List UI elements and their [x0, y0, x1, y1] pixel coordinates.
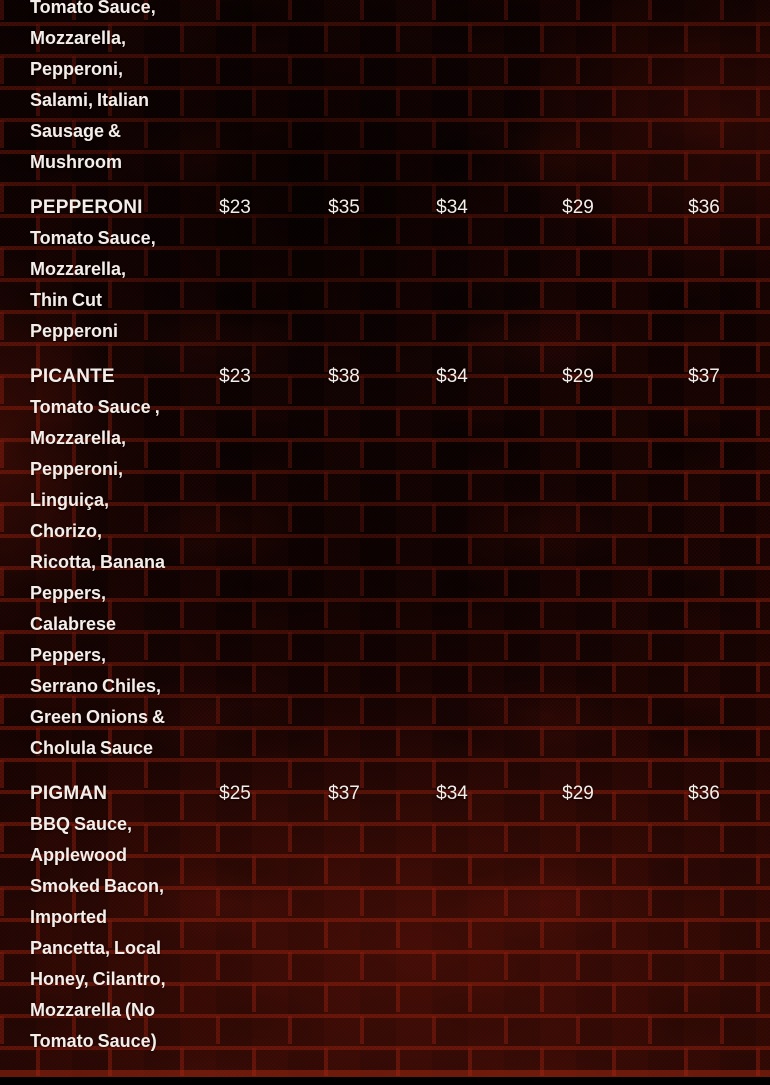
item-description-line: Imported — [30, 907, 108, 927]
item-price: $34 — [436, 783, 468, 804]
item-price: $25 — [219, 783, 251, 804]
menu-item-row-pepperoni: PEPPERONI Tomato Sauce, Mozzarella, Thin… — [30, 192, 748, 347]
item-price: $34 — [436, 197, 468, 218]
item-price: $38 — [328, 366, 360, 387]
item-description-line: Smoked Bacon, — [30, 876, 165, 896]
item-description-line: Peppers, — [30, 645, 107, 665]
item-description-line: Mozzarella (No — [30, 1000, 156, 1020]
menu-item-row-picante: PICANTE Tomato Sauce , Mozzarella, Peppe… — [30, 361, 748, 764]
item-description-line: Tomato Sauce , — [30, 397, 160, 417]
item-description-line: Tomato Sauce, — [30, 228, 156, 248]
item-description-line: Thin Cut — [30, 290, 102, 310]
item-price: $29 — [562, 197, 594, 218]
item-description-line: Applewood — [30, 845, 127, 865]
item-description-line: Chorizo, — [30, 521, 102, 541]
item-price: $35 — [328, 197, 360, 218]
item-description-line: Pepperoni, — [30, 59, 124, 79]
item-description-line: Linguiça, — [30, 490, 110, 510]
item-price: $37 — [328, 783, 360, 804]
item-description-line: Ricotta, Banana — [30, 552, 166, 572]
item-price: $34 — [436, 366, 468, 387]
item-price: $23 — [219, 197, 251, 218]
item-name: PICANTE — [30, 366, 115, 387]
item-description-line: Cholula Sauce — [30, 738, 154, 758]
item-description-line: BBQ Sauce, — [30, 814, 133, 834]
item-description-line: Peppers, — [30, 583, 107, 603]
item-price: $29 — [562, 366, 594, 387]
item-name: PEPPERONI — [30, 197, 143, 218]
item-description-line: Pancetta, Local — [30, 938, 162, 958]
item-description-line: Green Onions & — [30, 707, 166, 727]
item-description-line: Honey, Cilantro, — [30, 969, 166, 989]
item-description-line: Mozzarella, — [30, 28, 127, 48]
item-description-line: Serrano Chiles, — [30, 676, 162, 696]
item-description-line: Pepperoni, — [30, 459, 124, 479]
item-text-block: PEPPERONI Tomato Sauce, Mozzarella, Thin… — [30, 192, 190, 347]
item-description-line: Tomato Sauce) — [30, 1031, 157, 1051]
item-name: PIGMAN — [30, 783, 108, 804]
item-description-line: Mushroom — [30, 152, 122, 172]
item-description-line: Mozzarella, — [30, 428, 127, 448]
item-price: $36 — [688, 783, 720, 804]
item-price: $36 — [688, 197, 720, 218]
item-price: $29 — [562, 783, 594, 804]
pizza-menu-table: Tomato Sauce, Mozzarella, Pepperoni, Sal… — [30, 0, 748, 1057]
item-price: $37 — [688, 366, 720, 387]
item-description-line: Salami, Italian — [30, 90, 150, 110]
item-description-line: Sausage & — [30, 121, 122, 141]
item-description-line: Tomato Sauce, — [30, 0, 156, 17]
item-description-line: Mozzarella, — [30, 259, 127, 279]
item-description-line: Pepperoni — [30, 321, 119, 341]
item-description-line: Calabrese — [30, 614, 117, 634]
item-text-block: PIGMAN BBQ Sauce, Applewood Smoked Bacon… — [30, 778, 190, 1057]
menu-item-row-pigman: PIGMAN BBQ Sauce, Applewood Smoked Bacon… — [30, 778, 748, 1057]
menu-item-row-partial: Tomato Sauce, Mozzarella, Pepperoni, Sal… — [30, 0, 748, 178]
item-text-block: PICANTE Tomato Sauce , Mozzarella, Peppe… — [30, 361, 190, 764]
item-price: $23 — [219, 366, 251, 387]
item-text-block: Tomato Sauce, Mozzarella, Pepperoni, Sal… — [30, 0, 190, 178]
